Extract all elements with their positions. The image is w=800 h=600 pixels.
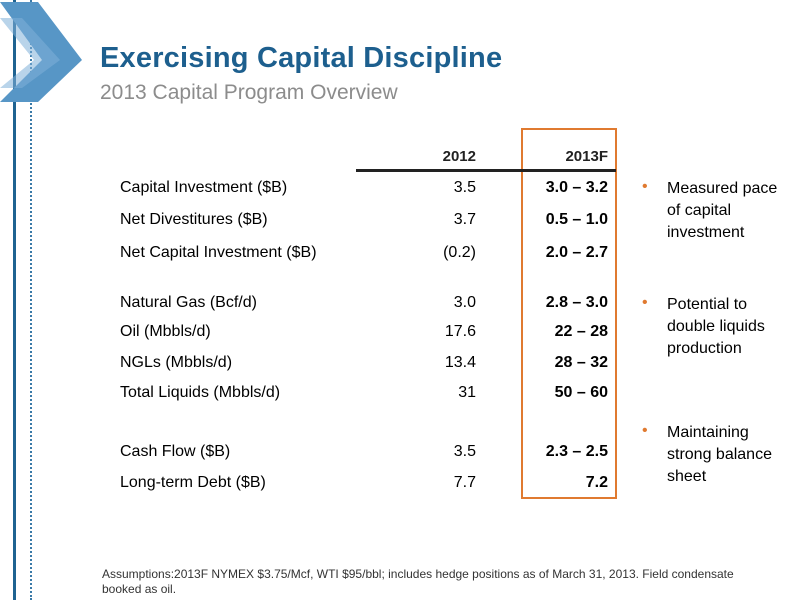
table-row: Cash Flow ($B) 3.5 2.3 – 2.5 (0, 443, 800, 465)
value-2012: 3.5 (453, 179, 476, 196)
bullet-icon: • (642, 178, 648, 195)
row-label: Cash Flow ($B) (120, 443, 231, 460)
forecast-highlight-box (521, 128, 617, 499)
value-2012: 3.0 (453, 294, 476, 311)
chevron-logo-icon (0, 2, 82, 102)
bullet-text: Measured pace of capital investment (667, 180, 778, 241)
value-2013f: 28 – 32 (554, 354, 608, 371)
table-row: Net Divestitures ($B) 3.7 0.5 – 1.0 (0, 211, 800, 233)
row-label: Long-term Debt ($B) (120, 474, 266, 491)
value-2013f: 22 – 28 (554, 323, 608, 340)
value-2013f: 50 – 60 (554, 384, 608, 401)
column-header-2013f: 2013F (565, 148, 608, 165)
table-row: Total Liquids (Mbbls/d) 31 50 – 60 (0, 384, 800, 406)
table-row: NGLs (Mbbls/d) 13.4 28 – 32 (0, 354, 800, 376)
row-label: Net Divestitures ($B) (120, 211, 268, 228)
value-2012: 13.4 (444, 354, 476, 371)
bullet-icon: • (642, 294, 648, 311)
row-label: NGLs (Mbbls/d) (120, 354, 233, 371)
row-label: Net Capital Investment ($B) (120, 244, 317, 261)
value-2012: (0.2) (443, 244, 476, 261)
bullet-text: Potential to double liquids production (667, 296, 765, 357)
value-2013f: 7.2 (585, 474, 608, 491)
table-row: Natural Gas (Bcf/d) 3.0 2.8 – 3.0 (0, 294, 800, 316)
value-2012: 3.5 (453, 443, 476, 460)
page-title: Exercising Capital Discipline (100, 42, 503, 74)
left-dotted-line (30, 0, 32, 600)
value-2013f: 2.3 – 2.5 (545, 443, 608, 460)
column-header-2012: 2012 (442, 148, 476, 165)
row-label: Natural Gas (Bcf/d) (120, 294, 257, 311)
table-row: Capital Investment ($B) 3.5 3.0 – 3.2 (0, 179, 800, 201)
value-2012: 3.7 (453, 211, 476, 228)
bullet-text: Maintaining strong balance sheet (667, 424, 772, 485)
assumptions-footnote: Assumptions:2013F NYMEX $3.75/Mcf, WTI $… (102, 567, 734, 596)
table-row: Long-term Debt ($B) 7.7 7.2 (0, 474, 800, 496)
value-2013f: 2.8 – 3.0 (545, 294, 608, 311)
row-label: Total Liquids (Mbbls/d) (120, 384, 281, 401)
row-label: Oil (Mbbls/d) (120, 323, 211, 340)
bullet-icon: • (642, 422, 648, 439)
value-2012: 31 (458, 384, 476, 401)
value-2013f: 2.0 – 2.7 (545, 244, 608, 261)
value-2013f: 0.5 – 1.0 (545, 211, 608, 228)
table-row: Net Capital Investment ($B) (0.2) 2.0 – … (0, 244, 800, 266)
table-row: Oil (Mbbls/d) 17.6 22 – 28 (0, 323, 800, 345)
header-rule (356, 169, 616, 172)
left-accent-line (13, 0, 16, 600)
row-label: Capital Investment ($B) (120, 179, 288, 196)
value-2013f: 3.0 – 3.2 (545, 179, 608, 196)
page-subtitle: 2013 Capital Program Overview (100, 81, 398, 104)
value-2012: 17.6 (444, 323, 476, 340)
value-2012: 7.7 (453, 474, 476, 491)
